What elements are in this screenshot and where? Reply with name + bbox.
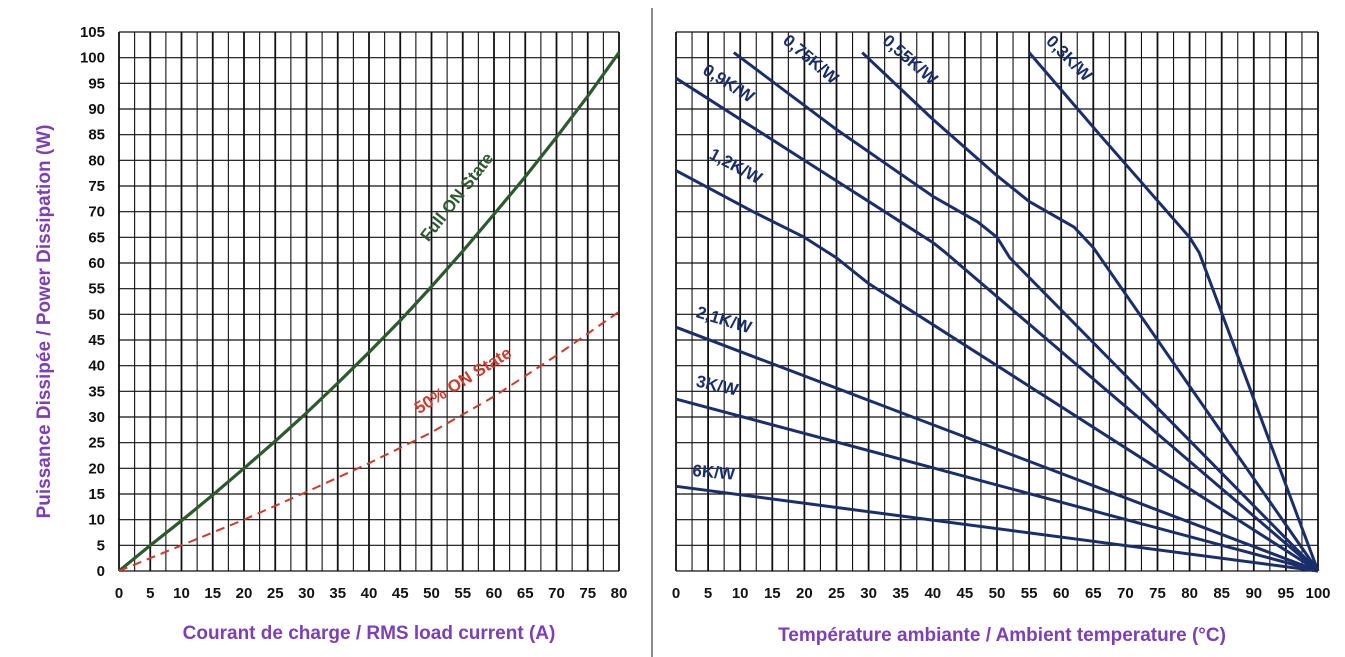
y-axis-label: Puissance Dissipée / Power Dissipation (… (34, 125, 55, 519)
x-tick-label: 65 (1085, 585, 1102, 602)
power-dissipation-chart: 0 5 10 15 20 25 30 35 40 45 50 55 60 65 70 75 80 0 5 10 15 20… (34, 24, 627, 644)
series-line-0-3k-w (1027, 51, 1320, 572)
series-line-3k-w (675, 397, 1319, 573)
y-tick-label: 20 (88, 460, 105, 477)
x-tick-label: 45 (957, 585, 974, 602)
series-label-6k-w: 6K/W (692, 461, 737, 484)
x-tick-label: 95 (1278, 585, 1295, 602)
x-tick-label: 60 (1053, 585, 1070, 602)
x-tick-label: 5 (146, 585, 154, 602)
y-tick-label: 0 (97, 563, 105, 580)
y-tick-label: 10 (88, 512, 105, 529)
series-line-2-1k-w (675, 325, 1319, 573)
y-tick-label: 75 (88, 178, 105, 195)
y-tick-label: 25 (88, 435, 105, 452)
x-tick-label: 20 (236, 585, 253, 602)
y-tick-label: 50 (88, 306, 105, 323)
x-axis-label: Température ambiante / Ambient temperatu… (778, 625, 1226, 646)
x-tick-label: 80 (1181, 585, 1198, 602)
x-tick-label: 10 (173, 585, 190, 602)
x-tick-label: 100 (1305, 585, 1330, 602)
x-tick-label: 50 (989, 585, 1006, 602)
x-tick-label: 35 (892, 585, 909, 602)
x-tick-label: 80 (611, 585, 628, 602)
series-label-3k-w: 3K/W (694, 372, 741, 400)
y-tick-label: 90 (88, 101, 105, 118)
x-tick-label: 85 (1213, 585, 1230, 602)
x-tick-label: 40 (361, 585, 378, 602)
x-tick-label: 15 (764, 585, 781, 602)
x-tick-label: 75 (579, 585, 596, 602)
y-tick-label: 70 (88, 204, 105, 221)
series-line-1-2k-w (675, 169, 1319, 573)
x-tick-label: 25 (828, 585, 845, 602)
series-line-0-55k-w (861, 51, 1320, 572)
x-tick-label: 5 (704, 585, 712, 602)
y-tick-label: 95 (88, 75, 105, 92)
x-tick-label: 10 (732, 585, 749, 602)
series-label-full-on-state: Full ON State (417, 149, 498, 245)
y-tick-label: 60 (88, 255, 105, 272)
x-tick-label: 0 (115, 585, 123, 602)
y-tick-label: 35 (88, 383, 105, 400)
y-tick-label: 80 (88, 152, 105, 169)
y-tick-label: 85 (88, 127, 105, 144)
x-tick-label: 70 (1117, 585, 1134, 602)
x-tick-label: 75 (1149, 585, 1166, 602)
y-tick-label: 45 (88, 332, 105, 349)
y-tick-label: 15 (88, 486, 105, 503)
x-tick-label: 20 (796, 585, 813, 602)
x-tick-label: 40 (924, 585, 941, 602)
x-tick-label: 35 (329, 585, 346, 602)
x-tick-label: 45 (392, 585, 409, 602)
series-line-0-9k-w (675, 76, 1319, 573)
series-label-1-2k-w: 1,2K/W (706, 145, 766, 189)
x-tick-label: 50 (423, 585, 440, 602)
x-tick-label: 55 (454, 585, 471, 602)
x-tick-label: 25 (267, 585, 284, 602)
series-line-full-on-state (117, 51, 621, 573)
y-tick-label: 55 (88, 281, 105, 298)
y-tick-label: 105 (80, 24, 105, 41)
x-tick-label: 30 (860, 585, 877, 602)
series-line-6k-w (675, 484, 1319, 573)
y-tick-label: 5 (97, 537, 105, 554)
series-line-50-on-state (118, 310, 620, 572)
x-tick-label: 55 (1021, 585, 1038, 602)
y-tick-label: 30 (88, 409, 105, 426)
x-tick-label: 0 (672, 585, 680, 602)
x-tick-label: 70 (548, 585, 565, 602)
x-tick-label: 30 (298, 585, 315, 602)
x-tick-label: 90 (1245, 585, 1262, 602)
y-tick-label: 65 (88, 229, 105, 246)
x-tick-label: 60 (486, 585, 503, 602)
x-tick-label: 15 (204, 585, 221, 602)
x-axis-label: Courant de charge / RMS load current (A) (183, 623, 556, 644)
series-line-0-75k-w (732, 51, 1320, 573)
ambient-temperature-chart: 0 5 10 15 20 25 30 35 40 45 50 55 60 65 70 75 80 85 90 95 10… (672, 31, 1331, 646)
x-tick-label: 65 (517, 585, 534, 602)
y-tick-label: 40 (88, 358, 105, 375)
y-tick-label: 100 (80, 50, 105, 67)
